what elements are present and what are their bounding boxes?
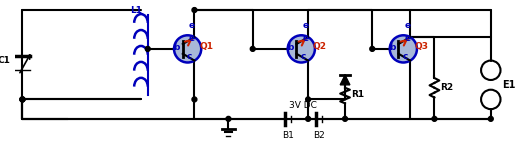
Text: b: b	[174, 43, 180, 52]
Text: e: e	[404, 34, 410, 43]
Circle shape	[342, 116, 348, 121]
Text: B2: B2	[313, 131, 325, 139]
Text: 3V DC: 3V DC	[290, 101, 317, 110]
Text: c: c	[402, 52, 408, 61]
Circle shape	[192, 97, 197, 102]
Text: Q2: Q2	[313, 42, 327, 52]
Text: c: c	[187, 52, 192, 61]
Circle shape	[390, 35, 417, 62]
Circle shape	[20, 97, 25, 102]
Text: B1: B1	[282, 131, 294, 139]
Text: b: b	[287, 43, 294, 52]
Text: R2: R2	[440, 83, 453, 92]
Circle shape	[287, 35, 315, 62]
Circle shape	[432, 116, 437, 121]
Text: e: e	[302, 34, 308, 43]
Text: e: e	[404, 21, 410, 30]
Polygon shape	[340, 75, 350, 85]
Text: b: b	[389, 43, 396, 52]
Circle shape	[226, 116, 231, 121]
Text: c: c	[300, 52, 306, 61]
Text: E1: E1	[502, 80, 516, 90]
Circle shape	[146, 46, 150, 51]
Text: e: e	[302, 21, 308, 30]
Circle shape	[192, 8, 197, 12]
Circle shape	[306, 97, 311, 102]
Text: L1: L1	[130, 6, 142, 15]
Circle shape	[488, 116, 493, 121]
Circle shape	[174, 35, 201, 62]
Text: C1: C1	[0, 56, 11, 65]
Text: Q1: Q1	[199, 42, 213, 52]
Circle shape	[20, 97, 25, 102]
Circle shape	[370, 46, 375, 51]
Text: e: e	[189, 34, 195, 43]
Text: e: e	[189, 21, 195, 30]
Text: R1: R1	[351, 90, 364, 99]
Text: Q3: Q3	[415, 42, 429, 52]
Circle shape	[306, 116, 311, 121]
Circle shape	[250, 46, 255, 51]
Circle shape	[20, 97, 25, 102]
